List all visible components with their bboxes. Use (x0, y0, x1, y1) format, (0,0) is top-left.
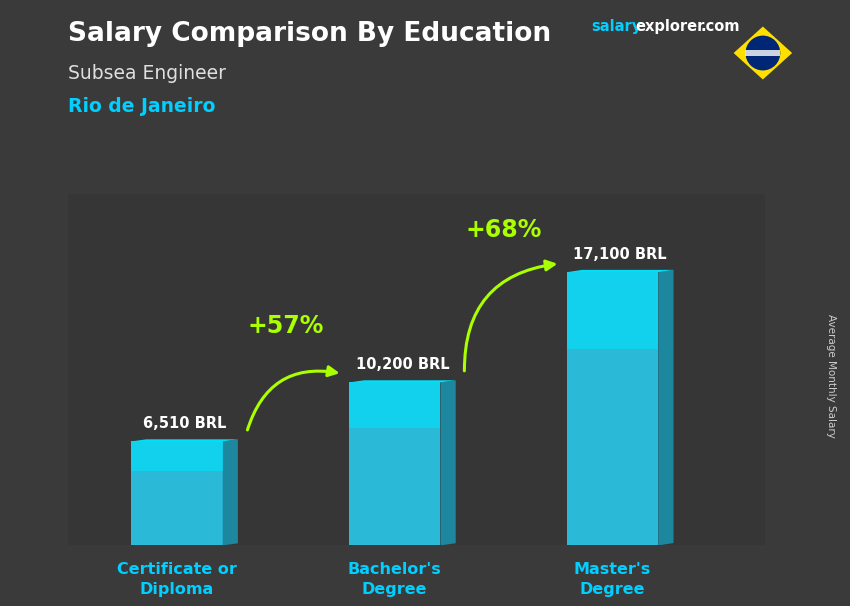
Bar (131, 441, 223, 545)
Text: Salary Comparison By Education: Salary Comparison By Education (68, 21, 551, 47)
Polygon shape (567, 270, 673, 272)
Text: Subsea Engineer: Subsea Engineer (68, 64, 226, 82)
Polygon shape (440, 381, 456, 545)
Polygon shape (658, 270, 673, 545)
Polygon shape (349, 381, 456, 382)
FancyArrowPatch shape (247, 367, 337, 430)
FancyArrowPatch shape (464, 261, 554, 371)
Text: 10,200 BRL: 10,200 BRL (355, 357, 449, 371)
Text: +68%: +68% (466, 218, 541, 242)
Text: Average Monthly Salary: Average Monthly Salary (826, 314, 836, 438)
Bar (349, 382, 440, 428)
Text: Rio de Janeiro: Rio de Janeiro (68, 97, 215, 116)
Polygon shape (223, 439, 238, 545)
Bar (131, 441, 223, 470)
Bar (349, 382, 440, 545)
Text: 6,510 BRL: 6,510 BRL (143, 416, 226, 431)
Text: .com: .com (700, 19, 740, 35)
Circle shape (745, 36, 780, 70)
Bar (567, 272, 658, 348)
Text: salary: salary (591, 19, 641, 35)
Text: +57%: +57% (247, 314, 324, 338)
Bar (745, 50, 780, 56)
Polygon shape (131, 439, 238, 441)
Text: explorer: explorer (635, 19, 705, 35)
Polygon shape (734, 27, 792, 79)
Text: 17,100 BRL: 17,100 BRL (574, 247, 667, 262)
Bar (567, 272, 658, 545)
